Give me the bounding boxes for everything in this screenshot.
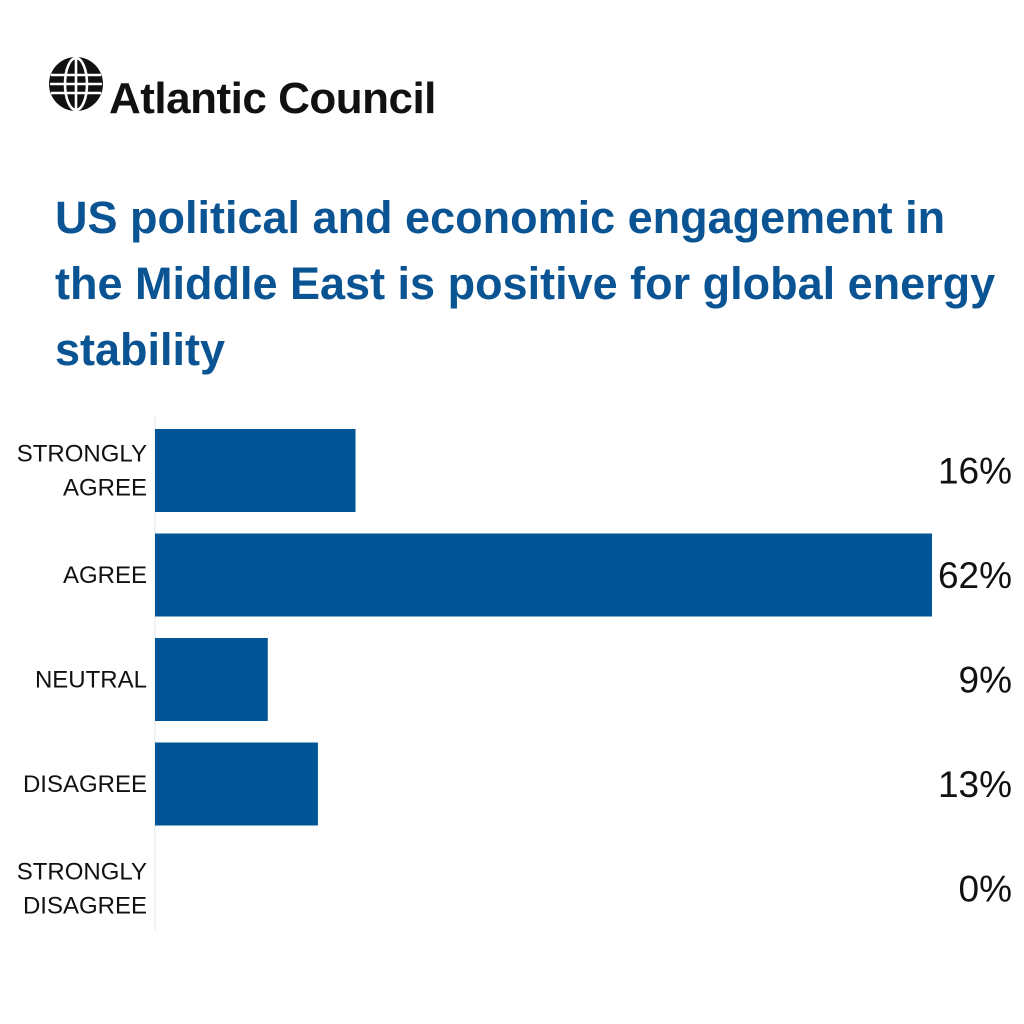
category-label: AGREE — [63, 562, 147, 589]
brand-name: Atlantic Council — [109, 74, 436, 123]
category-label: DISAGREE — [23, 771, 147, 798]
bar-0 — [155, 429, 356, 512]
category-label: STRONGLY DISAGREE — [17, 859, 147, 920]
globe-icon — [49, 56, 103, 112]
bar-chart: STRONGLY AGREE 16% AGREE 62% NEUTRAL 9% DISAGRE… — [17, 415, 1012, 930]
value-label: 9% — [959, 660, 1012, 701]
value-label: 0% — [959, 869, 1012, 910]
value-label: 62% — [938, 555, 1012, 596]
category-label: NEUTRAL — [35, 667, 147, 694]
bar-1 — [155, 533, 932, 617]
value-label: 13% — [938, 764, 1012, 805]
bar-3 — [155, 742, 318, 826]
value-label: 16% — [938, 451, 1012, 492]
brand: Atlantic Council — [47, 52, 436, 123]
category-label: STRONGLY AGREE — [17, 441, 147, 502]
chart-title: US political and economic engagement in … — [55, 192, 996, 375]
bar-2 — [155, 638, 268, 721]
